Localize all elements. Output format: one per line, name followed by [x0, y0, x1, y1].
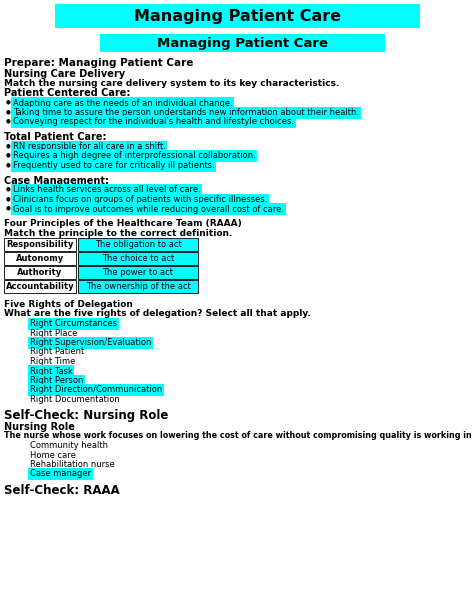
- Text: ●: ●: [6, 109, 11, 114]
- Text: Match the principle to the correct definition.: Match the principle to the correct defin…: [4, 229, 232, 237]
- Text: Self-Check: Nursing Role: Self-Check: Nursing Role: [4, 409, 168, 422]
- Text: Match the nursing care delivery system to its key characteristics.: Match the nursing care delivery system t…: [4, 79, 339, 88]
- Text: Patient Centered Care:: Patient Centered Care:: [4, 88, 130, 99]
- Text: Four Principles of the Healthcare Team (RAAA): Four Principles of the Healthcare Team (…: [4, 219, 242, 228]
- Text: Case Management:: Case Management:: [4, 175, 109, 186]
- Text: Prepare: Managing Patient Care: Prepare: Managing Patient Care: [4, 58, 193, 68]
- Text: The choice to act: The choice to act: [102, 254, 174, 263]
- Text: Clinicians focus on groups of patients with specific illnesses.: Clinicians focus on groups of patients w…: [13, 195, 267, 204]
- Text: RN responsible for all care in a shift.: RN responsible for all care in a shift.: [13, 142, 166, 151]
- Text: Total Patient Care:: Total Patient Care:: [4, 132, 107, 142]
- Text: Frequently used to care for critically ill patients.: Frequently used to care for critically i…: [13, 161, 215, 170]
- Text: Right Task: Right Task: [30, 367, 73, 376]
- Text: Conveying respect for the individual’s health and lifestyle choices.: Conveying respect for the individual’s h…: [13, 118, 294, 126]
- Bar: [4, 252, 76, 265]
- Bar: [78, 280, 198, 293]
- Text: Right Supervision/Evaluation: Right Supervision/Evaluation: [30, 338, 152, 347]
- Text: Authority: Authority: [18, 268, 63, 277]
- Text: ●: ●: [6, 143, 11, 148]
- Text: ●: ●: [6, 153, 11, 158]
- Text: Right Place: Right Place: [30, 329, 77, 338]
- Text: Goal is to improve outcomes while reducing overall cost of care.: Goal is to improve outcomes while reduci…: [13, 205, 284, 213]
- Text: Right Patient: Right Patient: [30, 348, 84, 357]
- Bar: [78, 252, 198, 265]
- Text: Community health: Community health: [30, 441, 108, 450]
- Bar: [55, 4, 420, 28]
- Text: Autonomy: Autonomy: [16, 254, 64, 263]
- Text: Right Circumstances: Right Circumstances: [30, 319, 117, 328]
- Text: Case manager: Case manager: [30, 470, 91, 479]
- Text: Nursing Role: Nursing Role: [4, 422, 75, 432]
- Bar: [78, 238, 198, 251]
- Text: The power to act: The power to act: [102, 268, 173, 277]
- Text: ●: ●: [6, 196, 11, 201]
- Bar: [4, 266, 76, 279]
- Text: Adapting care as the needs of an individual change.: Adapting care as the needs of an individ…: [13, 99, 233, 107]
- Text: Managing Patient Care: Managing Patient Care: [157, 37, 328, 50]
- Bar: [4, 280, 76, 293]
- Text: Accountability: Accountability: [6, 282, 74, 291]
- Text: ●: ●: [6, 205, 11, 210]
- Text: ●: ●: [6, 186, 11, 191]
- Bar: [100, 34, 385, 52]
- Text: Right Direction/Communication: Right Direction/Communication: [30, 386, 162, 395]
- Text: Right Documentation: Right Documentation: [30, 395, 120, 404]
- Text: Responsibility: Responsibility: [6, 240, 73, 249]
- Text: Rehabilitation nurse: Rehabilitation nurse: [30, 460, 115, 469]
- Bar: [78, 266, 198, 279]
- Text: Requires a high degree of interprofessional collaboration.: Requires a high degree of interprofessio…: [13, 151, 256, 161]
- Text: Links health services across all level of care.: Links health services across all level o…: [13, 186, 201, 194]
- Text: ●: ●: [6, 162, 11, 167]
- Text: What are the five rights of delegation? Select all that apply.: What are the five rights of delegation? …: [4, 310, 311, 319]
- Text: ●: ●: [6, 99, 11, 104]
- Bar: [4, 238, 76, 251]
- Text: Five Rights of Delegation: Five Rights of Delegation: [4, 300, 133, 309]
- Text: The obligation to act: The obligation to act: [95, 240, 182, 249]
- Text: Taking time to assure the person understands new information about their health.: Taking time to assure the person underst…: [13, 108, 359, 117]
- Text: Managing Patient Care: Managing Patient Care: [134, 9, 341, 23]
- Text: Nursing Care Delivery: Nursing Care Delivery: [4, 69, 125, 79]
- Text: ●: ●: [6, 118, 11, 123]
- Text: Self-Check: RAAA: Self-Check: RAAA: [4, 484, 120, 497]
- Text: Right Person: Right Person: [30, 376, 83, 385]
- Text: The ownership of the act: The ownership of the act: [86, 282, 191, 291]
- Text: Right Time: Right Time: [30, 357, 75, 366]
- Text: Home care: Home care: [30, 451, 76, 460]
- Text: The nurse whose work focuses on lowering the cost of care without compromising q: The nurse whose work focuses on lowering…: [4, 432, 474, 441]
